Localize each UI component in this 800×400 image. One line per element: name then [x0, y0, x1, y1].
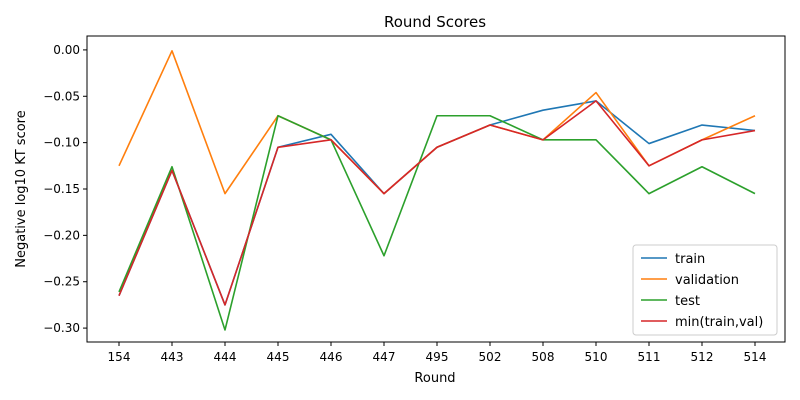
x-tick-label: 154 — [108, 350, 131, 364]
legend-label: min(train,val) — [675, 315, 763, 330]
y-axis-ticks: 0.00 −0.05 −0.10 −0.15 −0.20 −0.25 −0.30 — [43, 43, 87, 335]
y-tick-label: −0.05 — [43, 89, 80, 103]
y-tick-label: −0.20 — [43, 228, 80, 242]
y-tick-label: −0.15 — [43, 182, 80, 196]
y-tick-label: −0.30 — [43, 321, 80, 335]
x-tick-label: 446 — [320, 350, 343, 364]
chart-title: Round Scores — [384, 13, 486, 31]
y-tick-label: 0.00 — [53, 43, 80, 57]
y-tick-label: −0.10 — [43, 136, 80, 150]
series-layer — [118, 50, 756, 331]
y-tick-label: −0.25 — [43, 275, 80, 289]
x-tick-label: 444 — [214, 350, 237, 364]
legend: train validation test min(train,val) — [632, 244, 778, 336]
legend-label: validation — [675, 273, 739, 288]
series-line-2 — [118, 114, 756, 331]
x-tick-label: 512 — [691, 350, 714, 364]
series-line-3 — [118, 100, 756, 306]
y-axis-label: Negative log10 KT score — [14, 110, 29, 268]
x-tick-label: 502 — [479, 350, 502, 364]
x-tick-label: 447 — [373, 350, 396, 364]
x-axis-label: Round — [414, 371, 455, 386]
x-axis-ticks: 154 443 444 445 446 447 495 502 508 510 511 512 514 — [108, 342, 767, 364]
x-tick-label: 495 — [426, 350, 449, 364]
x-tick-label: 511 — [638, 350, 661, 364]
legend-label: train — [675, 252, 705, 267]
legend-label: test — [675, 294, 700, 309]
x-tick-label: 445 — [267, 350, 290, 364]
legend-box — [632, 244, 778, 336]
x-tick-label: 508 — [532, 350, 555, 364]
x-tick-label: 443 — [161, 350, 184, 364]
x-tick-label: 510 — [585, 350, 608, 364]
series-line-1 — [118, 50, 756, 195]
x-tick-label: 514 — [744, 350, 767, 364]
